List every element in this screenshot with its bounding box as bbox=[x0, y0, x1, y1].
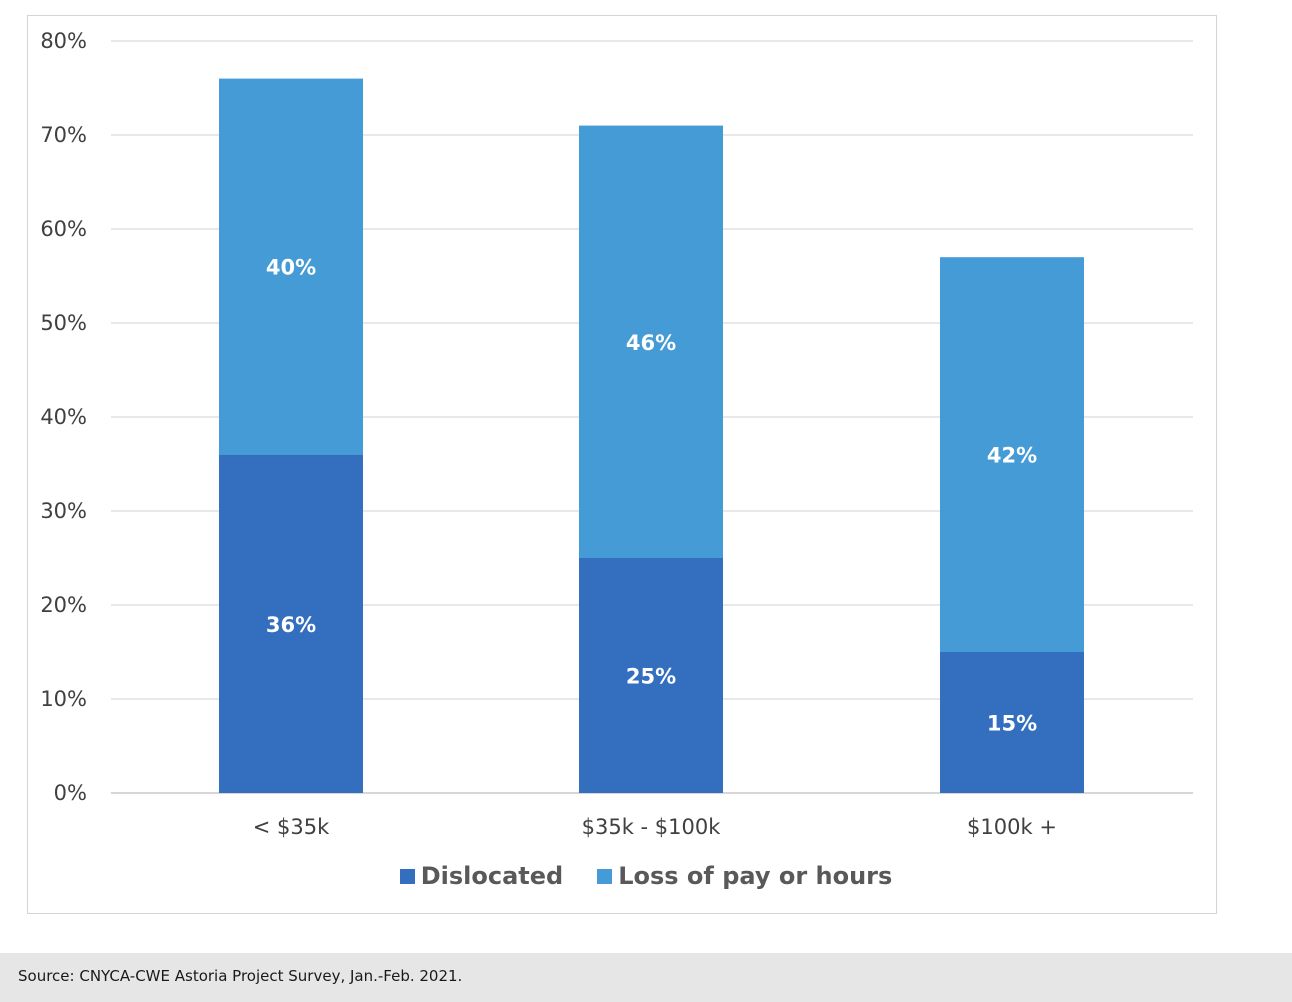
bar-segment-dislocated bbox=[940, 652, 1084, 793]
bars bbox=[219, 78, 1084, 793]
legend-swatch-dislocated bbox=[399, 868, 415, 884]
y-tick-label: 80% bbox=[40, 29, 87, 53]
legend-item-dislocated: Dislocated bbox=[399, 862, 564, 890]
x-tick-label: < $35k bbox=[253, 815, 330, 839]
source-text: Source: CNYCA-CWE Astoria Project Survey… bbox=[18, 967, 463, 985]
bar-segment-dislocated bbox=[579, 558, 723, 793]
legend-item-loss-of-pay: Loss of pay or hours bbox=[597, 862, 892, 890]
bar-value-label: 40% bbox=[266, 256, 316, 280]
y-tick-label: 10% bbox=[40, 687, 87, 711]
bar-segment-loss-of-pay bbox=[940, 257, 1084, 652]
bar-segment-dislocated bbox=[219, 454, 363, 793]
y-tick-label: 40% bbox=[40, 405, 87, 429]
y-tick-label: 30% bbox=[40, 499, 87, 523]
legend-label-loss-of-pay: Loss of pay or hours bbox=[618, 862, 893, 890]
y-axis-ticks: 0% 10% 20% 30% 40% 50% 60% 70% 80% bbox=[40, 29, 87, 805]
bar-segment-loss-of-pay bbox=[219, 78, 363, 455]
stacked-bar-chart: 0% 10% 20% 30% 40% 50% 60% 70% 80% 36% 40% 25% 46% 1… bbox=[40, 29, 1193, 839]
bar-value-labels: 36% 40% 25% 46% 15% 42% bbox=[266, 256, 1037, 736]
bar-value-label: 15% bbox=[987, 712, 1037, 736]
y-tick-label: 0% bbox=[54, 781, 87, 805]
y-tick-label: 70% bbox=[40, 123, 87, 147]
bar-value-label: 42% bbox=[987, 444, 1037, 468]
y-tick-label: 60% bbox=[40, 217, 87, 241]
x-tick-label: $35k - $100k bbox=[582, 815, 722, 839]
x-axis-ticks: < $35k $35k - $100k $100k + bbox=[253, 815, 1057, 839]
x-tick-label: $100k + bbox=[967, 815, 1057, 839]
legend: Dislocated Loss of pay or hours bbox=[0, 862, 1292, 890]
bar-segment-loss-of-pay bbox=[579, 125, 723, 558]
source-footer: Source: CNYCA-CWE Astoria Project Survey… bbox=[0, 953, 1292, 1002]
bar-value-label: 36% bbox=[266, 613, 316, 637]
legend-label-dislocated: Dislocated bbox=[420, 862, 564, 890]
legend-swatch-loss-of-pay bbox=[597, 868, 613, 884]
bar-value-label: 25% bbox=[626, 665, 676, 689]
y-tick-label: 20% bbox=[40, 593, 87, 617]
y-tick-label: 50% bbox=[40, 311, 87, 335]
bar-value-label: 46% bbox=[626, 331, 676, 355]
